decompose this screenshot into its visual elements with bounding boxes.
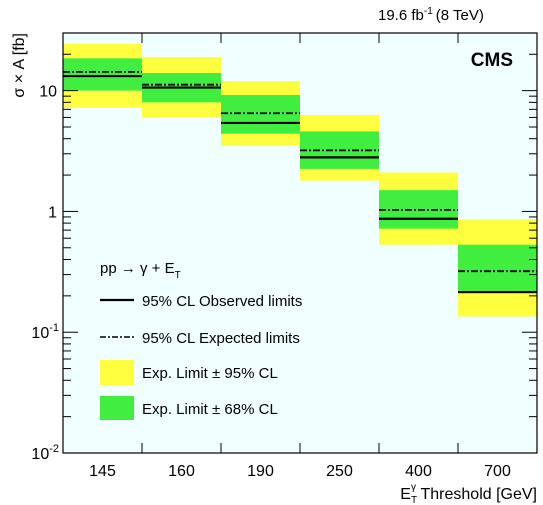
x-tick-label-400: 400 xyxy=(405,463,432,480)
y-tick-label-0.01: 10-2 xyxy=(31,443,59,463)
y-tick-label-1: 1 xyxy=(48,204,57,221)
bin-separators xyxy=(141,33,459,453)
y-tick-label-0.1: 10-1 xyxy=(31,322,59,342)
y-axis-label: σ × A [fb] xyxy=(11,33,28,98)
x-tick-label-700: 700 xyxy=(484,463,511,480)
x-tick-label-190: 190 xyxy=(247,463,274,480)
luminosity-label: 19.6 fb-1 (8 TeV) xyxy=(378,6,484,24)
x-tick-label-145: 145 xyxy=(89,463,116,480)
band68-700 xyxy=(458,244,537,294)
legend: pp → γ + ET 95% CL Observed limits 95% C… xyxy=(100,260,302,420)
plot-frame xyxy=(62,32,538,454)
x-tick-label-160: 160 xyxy=(168,463,195,480)
legend-band68-swatch xyxy=(100,396,134,420)
legend-observed-label: 95% CL Observed limits xyxy=(142,293,302,310)
observed-lines-group xyxy=(63,74,537,294)
y-tick-label-10: 10 xyxy=(39,84,57,101)
x-tick-label-250: 250 xyxy=(326,463,353,480)
band68-190 xyxy=(221,95,300,134)
legend-band95-label: Exp. Limit ± 95% CL xyxy=(142,365,278,382)
experiment-label: CMS xyxy=(471,50,513,71)
legend-band68-label: Exp. Limit ± 68% CL xyxy=(142,401,278,418)
band68-145 xyxy=(63,58,142,91)
legend-expected-label: 95% CL Expected limits xyxy=(142,330,300,347)
legend-band95-swatch xyxy=(100,360,134,385)
x-axis-label: ETγ Threshold [GeV] xyxy=(400,482,537,505)
x-tick-labels: 145 160 190 250 400 700 xyxy=(89,463,511,480)
y-ticks: 10-2 10-1 1 10 xyxy=(31,32,537,463)
expected-lines-group xyxy=(63,70,537,273)
legend-process: pp → γ + ET xyxy=(100,260,181,281)
